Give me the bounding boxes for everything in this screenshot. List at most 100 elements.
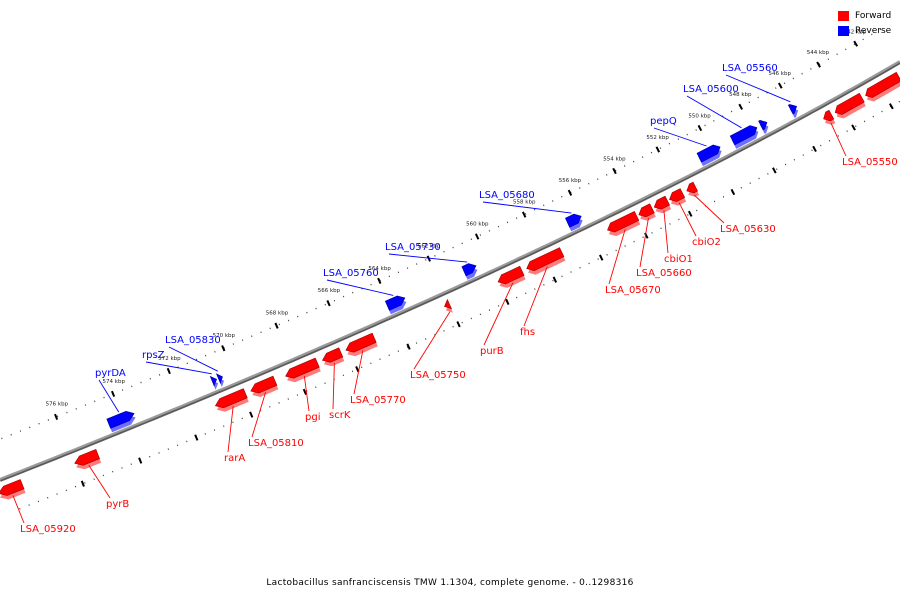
gene-arrow — [823, 109, 835, 122]
gene-arrow — [607, 210, 640, 233]
gene-pyrda[interactable] — [106, 410, 136, 433]
gene-lsa_05670[interactable] — [607, 210, 641, 237]
gene-label: pepQ — [650, 116, 677, 127]
forward-swatch — [838, 10, 849, 21]
gene-labels: LSA_05550 LSA_05560 LSA_05600 pepQ LSA_05630… — [12, 63, 898, 535]
gene-label: fhs — [520, 327, 535, 338]
tick-mark-lower — [302, 388, 307, 396]
gene-arrow — [526, 247, 565, 272]
gene-arrow — [209, 375, 217, 387]
tick-mark-upper — [853, 40, 859, 47]
tick-label: 568 kbp — [266, 311, 289, 317]
tick-mark-upper — [166, 367, 171, 375]
gene-arrow — [758, 119, 768, 131]
gene-fhs[interactable] — [526, 247, 566, 275]
tick-label: 566 kbp — [318, 288, 341, 294]
gene-lsa_05760[interactable] — [384, 295, 407, 315]
tick-mark-lower — [249, 411, 254, 418]
tick-mark-lower — [80, 480, 85, 487]
reverse-swatch — [838, 25, 849, 36]
gene-arrow — [444, 298, 453, 310]
gene-lsa_05750[interactable] — [444, 298, 454, 313]
gene-leader-line — [12, 495, 25, 524]
tick-label: 572 kbp — [158, 356, 181, 362]
legend-reverse: Reverse — [838, 23, 898, 38]
tick-mark-upper — [221, 345, 226, 352]
gene-label: purB — [480, 346, 504, 357]
dotted-guide-upper — [0, 28, 882, 440]
gene-pepq[interactable] — [696, 144, 722, 167]
gene-lsa_05680[interactable] — [565, 213, 583, 232]
gene-label: LSA_05730 — [385, 242, 441, 253]
gene-label: LSA_05670 — [605, 285, 661, 296]
figure-caption: Lactobacillus sanfranciscensis TMW 1.130… — [266, 578, 634, 588]
gene-scrk[interactable] — [322, 347, 345, 367]
gene-label: pyrDA — [95, 368, 126, 379]
gene-lsa_05630[interactable] — [686, 181, 700, 197]
tick-label: 552 kbp — [646, 135, 669, 141]
gene-lsa_05810[interactable] — [250, 375, 279, 397]
gene-features — [0, 71, 900, 500]
legend-reverse-label: Reverse — [855, 25, 892, 36]
tick-label: 550 kbp — [688, 113, 711, 119]
gene-arrow — [729, 125, 758, 146]
genome-backbone — [0, 60, 900, 482]
gene-arrow — [250, 375, 278, 394]
tick-mark-upper — [274, 322, 279, 329]
gene-pgi[interactable] — [285, 357, 321, 383]
gene-unlabeled[interactable] — [758, 119, 769, 134]
gene-leader-line — [523, 266, 548, 327]
gene-lsa_05600[interactable] — [729, 125, 759, 149]
tick-mark-upper — [697, 124, 703, 132]
tick-mark-upper — [567, 189, 573, 196]
gene-arrow — [461, 263, 477, 277]
gene-leader-line — [303, 375, 310, 412]
gene-arrow — [74, 449, 100, 466]
gene-arrow — [497, 265, 525, 285]
gene-lsa_05920[interactable] — [0, 479, 26, 500]
gene-pyrb[interactable] — [74, 449, 102, 470]
backbone-shadow — [0, 60, 900, 482]
tick-label: 556 kbp — [559, 178, 582, 184]
gene-leader-line — [413, 311, 451, 370]
gene-lsa_05770[interactable] — [345, 332, 378, 357]
gene-lsa_05730[interactable] — [461, 263, 478, 280]
gene-arrow — [638, 203, 655, 218]
gene-leader-line — [608, 229, 626, 285]
gene-lsa_05550[interactable] — [823, 109, 836, 125]
tick-label: 576 kbp — [46, 402, 69, 408]
gene-unlabeled[interactable] — [865, 71, 900, 102]
gene-label: LSA_05630 — [720, 224, 776, 235]
gene-lsa_05830[interactable] — [215, 373, 225, 388]
gene-cbio2[interactable] — [669, 188, 687, 206]
gene-leader-line — [251, 392, 267, 438]
tick-mark-lower — [552, 276, 558, 283]
gene-unlabeled[interactable] — [834, 92, 866, 119]
tick-mark-upper — [738, 103, 743, 110]
gene-label: LSA_05750 — [410, 370, 466, 381]
gene-rara[interactable] — [214, 388, 249, 412]
tick-mark-lower — [355, 366, 360, 373]
tick-label: 574 kbp — [103, 379, 126, 385]
dotted-guide-lower — [12, 100, 900, 513]
gene-arrow — [215, 373, 223, 384]
tick-mark-upper — [111, 390, 116, 398]
tick-mark-upper — [816, 61, 821, 68]
gene-lsa_05560[interactable] — [787, 104, 799, 118]
gene-leader-line — [326, 279, 394, 296]
tick-mark-upper — [612, 167, 617, 175]
gene-lsa_05660[interactable] — [638, 203, 656, 221]
tick-label: 554 kbp — [603, 156, 626, 162]
gene-arrow — [669, 188, 686, 202]
gene-arrow — [0, 479, 25, 496]
gene-rpsz[interactable] — [209, 375, 219, 390]
tick-label: 564 kbp — [368, 266, 391, 272]
gene-label: LSA_05680 — [479, 190, 535, 201]
gene-purb[interactable] — [497, 265, 526, 288]
tick-mark-upper — [655, 146, 661, 153]
gene-cbio1[interactable] — [653, 195, 672, 214]
gene-leader-line — [168, 346, 218, 372]
gene-label: LSA_05550 — [842, 157, 898, 168]
gene-arrow — [686, 181, 699, 194]
